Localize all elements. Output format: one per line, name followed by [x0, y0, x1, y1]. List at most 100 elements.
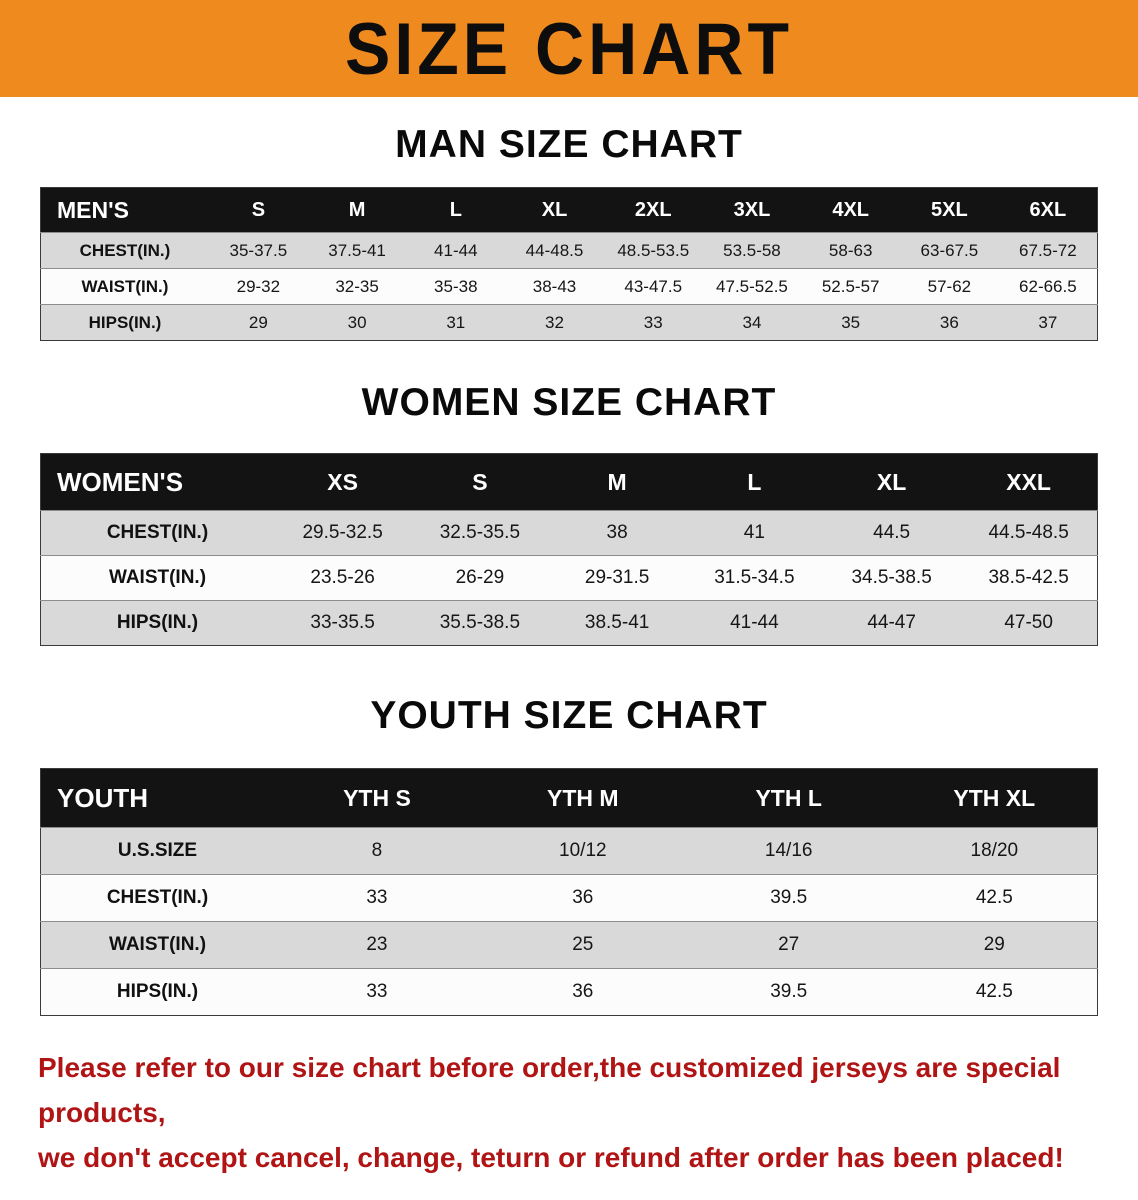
size-value-cell: 10/12: [559, 840, 607, 861]
size-value-cell: 38.5-41: [584, 612, 650, 633]
men-size-heading: MAN SIZE CHART: [395, 123, 743, 166]
size-value-cell: 38.5-42.5: [988, 567, 1069, 588]
size-value-cell: 33: [366, 887, 388, 908]
size-value-cell: 33: [643, 312, 663, 332]
size-value-cell: 57-62: [927, 276, 972, 296]
size-value-cell: 31: [446, 312, 466, 332]
table-title-cell: WOMEN'S: [40, 453, 274, 511]
size-column-header: L: [406, 187, 506, 233]
size-value-cell: 48.5-53.5: [617, 240, 690, 260]
disclaimer-line-1: Please refer to our size chart before or…: [38, 1052, 1061, 1128]
table-title-cell: MEN'S: [40, 187, 209, 233]
men-size-table: MEN'S S M L XL 2XL 3XL 4XL 5XL 6XL CHEST(IN.) 35-37…: [40, 187, 1098, 341]
size-value-cell: 36: [939, 312, 959, 332]
size-value-cell: 47.5-52.5: [716, 276, 788, 296]
size-column-header: XS: [274, 453, 412, 511]
size-value-cell: 32: [545, 312, 564, 332]
size-value-cell: 47-50: [1004, 612, 1053, 633]
table-row: HIPS(IN.) 29 30 31 32 33 34 35 36 37: [40, 304, 1098, 341]
row-label: CHEST(IN.): [106, 522, 209, 543]
youth-size-section: YOUTH SIZE CHART YOUTH YTH S YTH M YTH L YTH…: [0, 694, 1138, 1016]
table-row: CHEST(IN.) 33 36 39.5 42.5: [40, 874, 1098, 922]
size-value-cell: 53.5-58: [723, 240, 781, 260]
size-value-cell: 34.5-38.5: [851, 567, 932, 588]
size-value-cell: 36: [572, 887, 594, 908]
table-header-row: MEN'S S M L XL 2XL 3XL 4XL 5XL 6XL: [40, 187, 1098, 233]
size-column-header: 4XL: [801, 187, 901, 233]
size-value-cell: 18/20: [970, 840, 1019, 861]
size-value-cell: 44.5: [873, 522, 911, 543]
size-value-cell: 29: [983, 934, 1005, 955]
size-value-cell: 35: [841, 312, 861, 332]
row-label: WAIST(IN.): [81, 276, 169, 296]
size-column-header: XL: [823, 453, 961, 511]
women-size-section: WOMEN SIZE CHART WOMEN'S XS S M L XL XXL CHEST(…: [0, 381, 1138, 646]
row-label: WAIST(IN.): [108, 934, 207, 955]
women-size-table: WOMEN'S XS S M L XL XXL CHEST(IN.) 29.5-32.5 32.5…: [40, 453, 1098, 646]
row-label: HIPS(IN.): [116, 612, 199, 633]
table-row: HIPS(IN.) 33-35.5 35.5-38.5 38.5-41 41-44 44-…: [40, 600, 1098, 646]
row-label: CHEST(IN.): [79, 240, 171, 260]
row-label: U.S.SIZE: [117, 840, 198, 861]
size-column-header: 6XL: [998, 187, 1098, 233]
size-value-cell: 25: [572, 934, 594, 955]
size-value-cell: 26-29: [455, 567, 505, 588]
size-value-cell: 44-47: [867, 612, 916, 633]
size-value-cell: 33-35.5: [310, 612, 375, 633]
size-value-cell: 41-44: [730, 612, 779, 633]
table-row: WAIST(IN.) 23 25 27 29: [40, 921, 1098, 969]
size-value-cell: 38: [606, 522, 628, 543]
size-column-header: L: [685, 453, 823, 511]
disclaimer-line-2: we don't accept cancel, change, teturn o…: [38, 1141, 1064, 1173]
size-value-cell: 44.5-48.5: [988, 522, 1069, 543]
size-column-header: M: [548, 453, 686, 511]
size-value-cell: 39.5: [770, 981, 808, 1002]
size-chart-banner: SIZE CHART: [0, 0, 1138, 97]
size-value-cell: 30: [347, 312, 367, 332]
banner-title: SIZE CHART: [345, 7, 793, 90]
table-row: CHEST(IN.) 29.5-32.5 32.5-35.5 38 41 44.5 44.5…: [40, 510, 1098, 556]
size-value-cell: 31.5-34.5: [714, 567, 795, 588]
row-label: WAIST(IN.): [108, 567, 207, 588]
size-value-cell: 32-35: [335, 276, 379, 296]
size-column-header: 2XL: [603, 187, 703, 233]
size-column-header: S: [411, 453, 549, 511]
row-label: HIPS(IN.): [116, 981, 199, 1002]
size-value-cell: 32.5-35.5: [439, 522, 521, 543]
size-value-cell: 29-31.5: [584, 567, 650, 588]
size-column-header: M: [307, 187, 407, 233]
table-row: WAIST(IN.) 29-32 32-35 35-38 38-43 43-47.5 47.…: [40, 268, 1098, 305]
size-column-header: 3XL: [702, 187, 802, 233]
size-value-cell: 23.5-26: [310, 567, 375, 588]
row-label: CHEST(IN.): [106, 887, 209, 908]
size-column-header: YTH L: [685, 768, 892, 828]
size-value-cell: 14/16: [764, 840, 813, 861]
size-value-cell: 29: [248, 312, 268, 332]
size-value-cell: 23: [366, 934, 388, 955]
size-column-header: XXL: [960, 453, 1098, 511]
size-value-cell: 37.5-41: [328, 240, 386, 260]
size-value-cell: 37: [1038, 312, 1058, 332]
men-size-section: MAN SIZE CHART MEN'S S M L XL 2XL 3XL 4XL 5XL 6XL…: [0, 123, 1138, 341]
youth-size-heading: YOUTH SIZE CHART: [370, 694, 768, 737]
size-value-cell: 35-37.5: [229, 240, 288, 260]
size-value-cell: 35.5-38.5: [439, 612, 521, 633]
table-title-cell: YOUTH: [40, 768, 274, 828]
size-value-cell: 42.5: [975, 981, 1013, 1002]
table-row: CHEST(IN.) 35-37.5 37.5-41 41-44 44-48.5 48.5…: [40, 232, 1098, 269]
size-column-header: 5XL: [900, 187, 999, 233]
size-value-cell: 41: [743, 522, 765, 543]
women-size-heading: WOMEN SIZE CHART: [361, 381, 777, 424]
size-column-header: S: [209, 187, 308, 233]
size-value-cell: 29-32: [236, 276, 281, 296]
size-value-cell: 34: [742, 312, 762, 332]
size-column-header: XL: [505, 187, 604, 233]
size-value-cell: 67.5-72: [1019, 240, 1077, 260]
size-value-cell: 29.5-32.5: [302, 522, 383, 543]
size-value-cell: 41-44: [434, 240, 478, 260]
size-value-cell: 58-63: [828, 240, 873, 260]
size-value-cell: 63-67.5: [920, 240, 979, 260]
size-value-cell: 42.5: [975, 887, 1013, 908]
size-value-cell: 33: [366, 981, 388, 1002]
table-header-row: YOUTH YTH S YTH M YTH L YTH XL: [40, 768, 1098, 828]
